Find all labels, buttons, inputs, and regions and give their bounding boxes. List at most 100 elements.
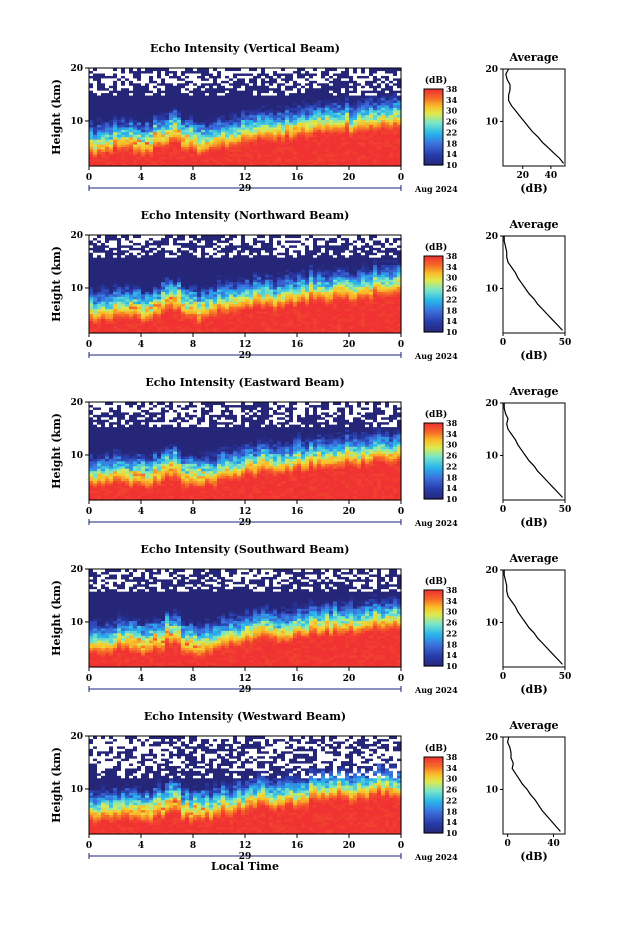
heatmap-cell	[221, 92, 226, 96]
heatmap-cell	[133, 151, 138, 155]
heatmap-cell	[229, 102, 234, 106]
heatmap-cell	[105, 129, 110, 133]
heatmap-cell	[229, 72, 234, 76]
heatmap-cell	[121, 163, 126, 167]
heatmap-cell	[193, 114, 198, 118]
heatmap-cell	[205, 72, 210, 76]
heatmap-cell	[129, 104, 134, 108]
heatmap-cell	[141, 80, 146, 84]
heatmap-cell	[229, 70, 234, 74]
heatmap-cell	[233, 94, 238, 98]
heatmap-cell	[197, 117, 202, 121]
heatmap-cell	[193, 109, 198, 113]
heatmap-cell	[169, 119, 174, 123]
heatmap-cell	[213, 151, 218, 155]
heatmap-cell	[177, 99, 182, 103]
heatmap-cell	[221, 143, 226, 147]
heatmap-cell	[245, 92, 250, 96]
heatmap-cell	[97, 70, 102, 74]
heatmap-cell	[165, 119, 170, 123]
heatmap-cell	[109, 72, 114, 76]
heatmap-cell	[93, 163, 98, 167]
heatmap-cell	[229, 143, 234, 147]
heatmap-cell	[189, 134, 194, 138]
heatmap-cell	[177, 112, 182, 116]
heatmap-cell	[93, 139, 98, 143]
heatmap-cell	[153, 134, 158, 138]
heatmap-cell	[137, 146, 142, 150]
heatmap-cell	[169, 153, 174, 157]
heatmap-cell	[185, 87, 190, 91]
heatmap-cell	[185, 136, 190, 140]
heatmap-cell	[105, 156, 110, 160]
heatmap-cell	[93, 97, 98, 101]
heatmap-cell	[233, 68, 238, 72]
heatmap-cell	[201, 90, 206, 94]
heatmap-cell	[145, 156, 150, 160]
heatmap-cell	[129, 82, 134, 86]
heatmap-cell	[165, 141, 170, 145]
heatmap-cell	[113, 90, 118, 94]
heatmap-cell	[181, 129, 186, 133]
heatmap-cell	[249, 151, 254, 155]
heatmap-cell	[161, 80, 166, 84]
heatmap-cell	[245, 151, 250, 155]
heatmap-cell	[181, 163, 186, 167]
heatmap-cell	[245, 75, 250, 79]
x-tick-label: 4	[138, 173, 144, 183]
heatmap-cell	[209, 99, 214, 103]
heatmap-cell	[169, 92, 174, 96]
heatmap-cell	[221, 109, 226, 113]
heatmap-cell	[133, 90, 138, 94]
heatmap-cell	[97, 143, 102, 147]
heatmap-cell	[237, 161, 242, 165]
heatmap-cell	[181, 124, 186, 128]
heatmap-cell	[217, 117, 222, 121]
heatmap-cell	[181, 102, 186, 106]
heatmap-cell	[125, 80, 130, 84]
heatmap-cell	[101, 161, 106, 165]
heatmap-cell	[165, 134, 170, 138]
heatmap-cell	[149, 124, 154, 128]
heatmap-cell	[153, 153, 158, 157]
heatmap-cell	[177, 85, 182, 89]
heatmap-cell	[125, 141, 130, 145]
heatmap-cell	[177, 151, 182, 155]
heatmap-cell	[121, 156, 126, 160]
heatmap-cell	[109, 117, 114, 121]
heatmap-cell	[229, 97, 234, 101]
heatmap-cell	[213, 70, 218, 74]
heatmap-cell	[101, 131, 106, 135]
heatmap-cell	[121, 68, 126, 72]
heatmap-cell	[93, 129, 98, 133]
heatmap-cell	[229, 121, 234, 125]
heatmap-cell	[97, 117, 102, 121]
heatmap-cell	[213, 156, 218, 160]
heatmap-cell	[229, 90, 234, 94]
heatmap-cell	[149, 153, 154, 157]
heatmap-cell	[177, 94, 182, 98]
heatmap-cell	[97, 107, 102, 111]
heatmap-cell	[193, 107, 198, 111]
heatmap-cell	[209, 129, 214, 133]
heatmap-cell	[161, 77, 166, 81]
heatmap-cell	[121, 75, 126, 79]
heatmap-cell	[177, 97, 182, 101]
heatmap-cell	[241, 90, 246, 94]
heatmap-cell	[221, 153, 226, 157]
heatmap-cell	[121, 82, 126, 86]
heatmap-cell	[109, 121, 114, 125]
heatmap-cell	[133, 104, 138, 108]
heatmap-cell	[89, 77, 94, 81]
heatmap-cell	[217, 99, 222, 103]
heatmap-cell	[233, 148, 238, 152]
heatmap-cell	[121, 131, 126, 135]
heatmap-cell	[225, 146, 230, 150]
heatmap-cell	[181, 146, 186, 150]
heatmap-cell	[137, 119, 142, 123]
heatmap-cell	[229, 163, 234, 167]
heatmap-cell	[161, 119, 166, 123]
heatmap-cell	[177, 68, 182, 72]
heatmap-cell	[101, 163, 106, 167]
heatmap-cell	[177, 90, 182, 94]
